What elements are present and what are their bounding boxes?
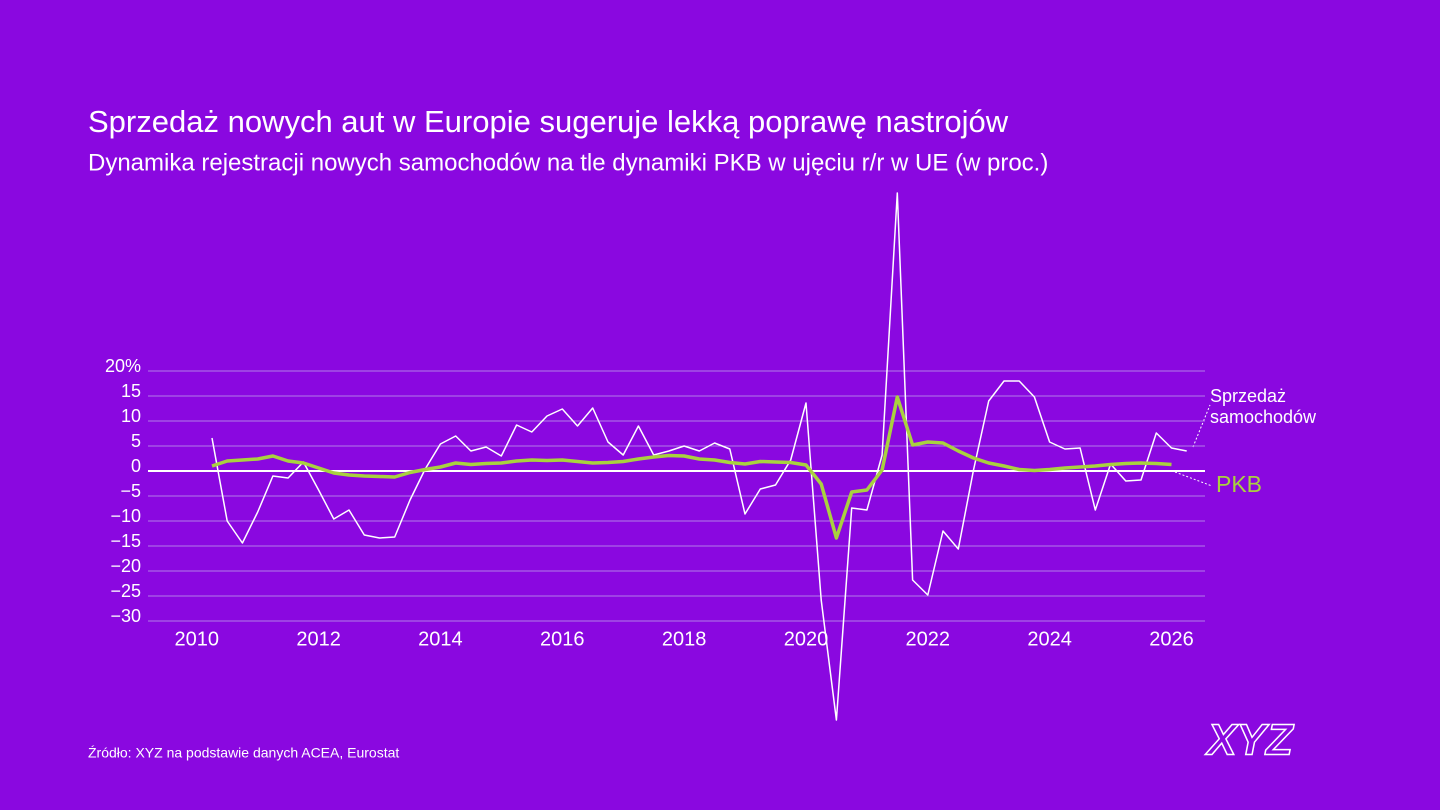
x-tick-label: 2016	[540, 628, 585, 650]
source: Źródło: XYZ na podstawie danych ACEA, Eu…	[88, 745, 399, 761]
y-tick-label: 5	[131, 431, 141, 451]
leader-line	[1192, 404, 1211, 448]
y-tick-label: −25	[110, 581, 141, 601]
series-label: Sprzedaż samochodów	[1210, 386, 1317, 427]
series-line	[211, 395, 1172, 540]
logo: XYZ	[1204, 716, 1295, 765]
chart-subtitle: Dynamika rejestracji nowych samochodów n…	[88, 149, 1048, 176]
y-tick-label: −30	[110, 606, 141, 626]
x-tick-label: 2018	[662, 628, 707, 650]
y-tick-label: −15	[110, 531, 141, 551]
y-tick-label: −5	[120, 481, 141, 501]
y-tick-label: 10	[121, 406, 141, 426]
series-line	[211, 192, 1187, 721]
leader-line	[1174, 471, 1213, 487]
y-tick-label: 0	[131, 456, 141, 476]
series-label: PKB	[1216, 471, 1263, 497]
x-tick-label: 2014	[418, 628, 463, 650]
x-tick-label: 2024	[1027, 628, 1072, 650]
x-tick-label: 2012	[296, 628, 341, 650]
x-tick-label: 2026	[1149, 628, 1194, 650]
x-tick-label: 2010	[174, 628, 219, 650]
y-tick-label: 15	[121, 381, 141, 401]
y-tick-label: −10	[110, 506, 141, 526]
x-tick-label: 2022	[906, 628, 951, 650]
y-tick-label: −20	[110, 556, 141, 576]
x-tick-label: 2020	[784, 628, 829, 650]
y-tick-label: 20%	[105, 356, 141, 376]
chart-title: Sprzedaż nowych aut w Europie sugeruje l…	[88, 104, 1009, 139]
